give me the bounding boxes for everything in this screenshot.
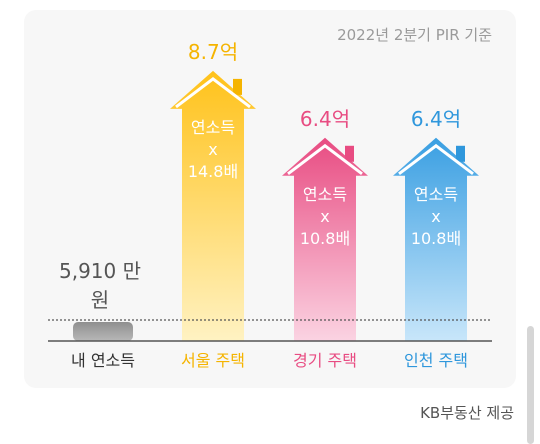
value-label-incheon: 6.4억: [411, 107, 461, 131]
bar-seoul: [170, 70, 256, 342]
multiplier-label-incheon-line2: x: [431, 207, 440, 226]
chimney-incheon: [456, 145, 465, 162]
basis-note: 2022년 2분기 PIR 기준: [337, 26, 492, 44]
multiplier-label-seoul-line1: 연소득: [191, 118, 235, 137]
category-label-incheon: 인천 주택: [404, 351, 468, 370]
roof-stripe-seoul: [175, 77, 251, 109]
scrollbar[interactable]: [527, 326, 534, 444]
value-label-income-line2: 원: [91, 288, 109, 312]
multiplier-label-seoul-line3: 14.8배: [188, 162, 238, 181]
bar-incheon: [393, 137, 479, 341]
value-label-gyeonggi: 6.4억: [300, 107, 350, 131]
category-label-gyeonggi: 경기 주택: [293, 351, 357, 370]
bar-income: [73, 322, 133, 341]
roof-stripe-incheon: [398, 143, 474, 175]
chimney-gyeonggi: [345, 145, 354, 162]
multiplier-label-gyeonggi-line2: x: [320, 207, 329, 226]
value-label-income-line1: 5,910 만: [59, 259, 141, 283]
multiplier-label-incheon-line1: 연소득: [414, 185, 458, 204]
multiplier-label-gyeonggi-line1: 연소득: [303, 185, 347, 204]
bar-gyeonggi: [282, 137, 368, 341]
value-label-seoul: 8.7억: [188, 40, 238, 64]
source-note: KB부동산 제공: [420, 404, 514, 422]
multiplier-label-incheon-line3: 10.8배: [411, 229, 461, 248]
multiplier-label-gyeonggi-line3: 10.8배: [300, 229, 350, 248]
chimney-seoul: [233, 78, 242, 95]
category-label-seoul: 서울 주택: [181, 351, 245, 370]
roof-stripe-gyeonggi: [287, 143, 363, 175]
multiplier-label-seoul-line2: x: [208, 140, 217, 159]
category-label-income: 내 연소득: [71, 351, 135, 370]
